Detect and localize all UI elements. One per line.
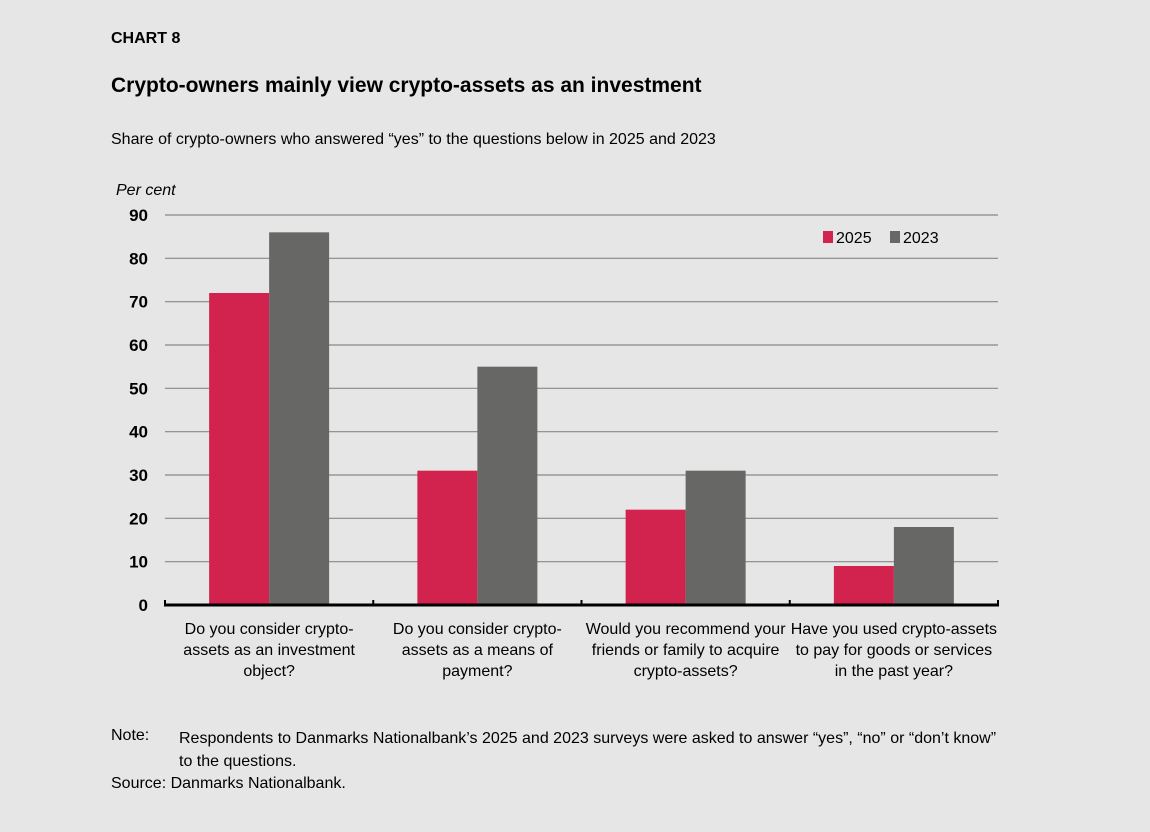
legend-swatch-2025: [823, 231, 833, 243]
legend-label: 2025: [836, 230, 872, 247]
x-tick-label: Do you consider crypto-assets as an inve…: [183, 621, 355, 680]
y-tick-label: 20: [129, 509, 148, 528]
bar-2023: [269, 232, 330, 606]
bar-2025: [625, 509, 686, 605]
source: Source: Danmarks Nationalbank.: [111, 775, 346, 792]
y-tick-label: 0: [139, 596, 148, 615]
note-text: Respondents to Danmarks Nationalbank’s 2…: [179, 730, 997, 770]
y-tick-label: 10: [129, 553, 148, 572]
bar-2023: [685, 470, 746, 605]
bar-2023: [477, 366, 538, 605]
y-tick-label: 70: [129, 293, 148, 312]
chart-title: Crypto-owners mainly view crypto-assets …: [111, 74, 702, 97]
x-tick-label: Have you used crypto-assets to pay for g…: [790, 621, 998, 680]
x-tick-label: Do you consider crypto-assets as a means…: [392, 621, 562, 680]
y-tick-label: 80: [129, 249, 148, 268]
y-tick-label: 40: [129, 423, 148, 442]
chart-subtitle: Share of crypto-owners who answered “yes…: [111, 131, 716, 148]
legend-label: 2023: [903, 230, 939, 247]
y-axis-label: Per cent: [116, 182, 176, 199]
bar-2025: [833, 566, 894, 605]
bar-2023: [893, 527, 954, 605]
bar-2025: [209, 293, 270, 605]
x-tick-label: Would you recommend your friends or fami…: [585, 621, 786, 680]
y-tick-label: 50: [129, 379, 148, 398]
note-label: Note:: [111, 727, 150, 744]
chart-number: CHART 8: [111, 30, 181, 47]
y-tick-label: 60: [129, 336, 148, 355]
y-tick-label: 90: [129, 206, 148, 225]
y-tick-label: 30: [129, 466, 148, 485]
legend-swatch-2023: [890, 231, 900, 243]
bar-2025: [417, 470, 478, 605]
